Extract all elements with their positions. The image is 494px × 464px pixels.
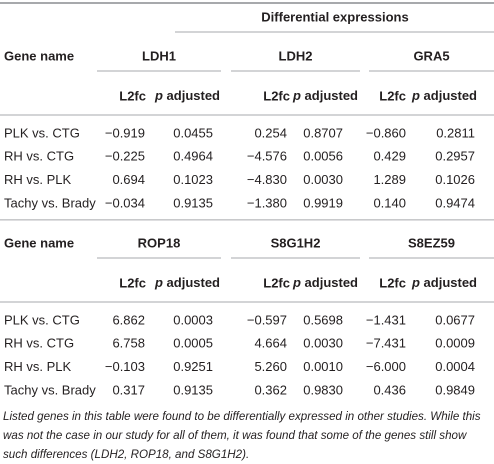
cell: 0.0004 — [435, 359, 475, 374]
cell: 0.0056 — [303, 149, 343, 164]
cell: 0.0455 — [173, 125, 213, 140]
sub-header: L2fc — [263, 88, 290, 103]
cell: 0.9849 — [435, 382, 475, 397]
cell: 0.9919 — [303, 195, 343, 210]
cell: 0.362 — [254, 382, 287, 397]
cell: 0.429 — [373, 149, 406, 164]
cell: 0.0009 — [435, 336, 475, 351]
row-label: RH vs. PLK — [4, 359, 72, 374]
sub-header: p adjusted — [292, 275, 358, 290]
cell: 6.758 — [112, 336, 145, 351]
cell: −0.103 — [105, 359, 145, 374]
cell: 0.9135 — [173, 195, 213, 210]
row-label: Tachy vs. Brady — [4, 195, 96, 210]
gene-header: GRA5 — [413, 48, 449, 63]
sub-header: L2fc — [379, 88, 406, 103]
cell: −4.830 — [247, 172, 287, 187]
cell: 0.2811 — [436, 125, 475, 140]
cell: 0.9251 — [173, 359, 213, 374]
sub-header: p adjusted — [411, 88, 477, 103]
row-label: RH vs. CTG — [4, 149, 74, 164]
row-label: RH vs. CTG — [4, 336, 74, 351]
cell: 0.140 — [373, 195, 406, 210]
cell: −0.919 — [105, 125, 145, 140]
row-label: PLK vs. CTG — [4, 312, 80, 327]
cell: −0.860 — [366, 125, 406, 140]
sub-header: L2fc — [119, 88, 146, 103]
cell: 0.694 — [112, 172, 145, 187]
cell: 0.0677 — [435, 312, 475, 327]
sub-header: L2fc — [119, 275, 146, 290]
row-label: RH vs. PLK — [4, 172, 72, 187]
table-title: Differential expressions — [261, 9, 408, 24]
cell: −1.431 — [366, 312, 406, 327]
cell: −0.225 — [105, 149, 145, 164]
table: Differential expressions Gene name LDH1 LD… — [0, 2, 494, 397]
cell: −4.576 — [247, 149, 287, 164]
cell: 0.254 — [254, 125, 287, 140]
cell: 0.0030 — [303, 336, 343, 351]
cell: −6.000 — [366, 359, 406, 374]
cell: −7.431 — [366, 336, 406, 351]
row-header: Gene name — [4, 48, 74, 63]
sub-header: L2fc — [263, 275, 290, 290]
cell: 0.0010 — [303, 359, 343, 374]
cell: 0.0030 — [303, 172, 343, 187]
gene-header: S8G1H2 — [271, 235, 321, 250]
cell: 0.0005 — [173, 336, 213, 351]
footnote: Listed genes in this table were found to… — [3, 410, 481, 461]
cell: 4.664 — [254, 336, 287, 351]
row-header: Gene name — [4, 235, 74, 250]
cell: −0.034 — [105, 195, 145, 210]
sub-header: L2fc — [379, 275, 406, 290]
cell: 5.260 — [254, 359, 287, 374]
row-label: PLK vs. CTG — [4, 125, 80, 140]
cell: 0.5698 — [303, 312, 343, 327]
cell: 0.1026 — [435, 172, 475, 187]
cell: 1.289 — [373, 172, 406, 187]
cell: 0.9830 — [303, 382, 343, 397]
sub-header: p adjusted — [154, 275, 220, 290]
cell: −1.380 — [247, 195, 287, 210]
gene-header: LDH1 — [142, 48, 176, 63]
sub-header: p adjusted — [154, 88, 220, 103]
cell: 0.9135 — [173, 382, 213, 397]
cell: −0.597 — [247, 312, 287, 327]
cell: 0.1023 — [173, 172, 213, 187]
gene-header: S8EZ59 — [408, 235, 455, 250]
cell: 0.9474 — [435, 195, 475, 210]
cell: 0.317 — [112, 382, 145, 397]
gene-header: ROP18 — [138, 235, 181, 250]
cell: 0.4964 — [173, 149, 213, 164]
cell: 0.8707 — [303, 125, 343, 140]
sub-header: p adjusted — [292, 88, 358, 103]
cell: 6.862 — [112, 312, 145, 327]
cell: 0.2957 — [435, 149, 475, 164]
cell: 0.0003 — [173, 312, 213, 327]
gene-header: LDH2 — [279, 48, 313, 63]
sub-header: p adjusted — [411, 275, 477, 290]
cell: 0.436 — [373, 382, 406, 397]
row-label: Tachy vs. Brady — [4, 382, 96, 397]
